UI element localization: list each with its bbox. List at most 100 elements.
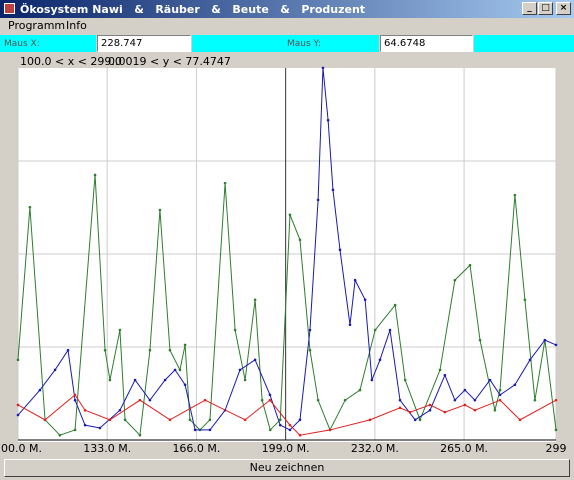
data-point — [498, 398, 502, 402]
data-point — [83, 423, 87, 427]
redraw-button[interactable]: Neu zeichnen — [4, 459, 570, 477]
data-point — [253, 298, 257, 302]
data-point — [83, 408, 87, 412]
data-point — [268, 393, 272, 397]
data-point — [233, 328, 237, 332]
data-point — [73, 393, 77, 397]
data-point — [260, 398, 264, 402]
data-point — [363, 298, 367, 302]
data-point — [353, 278, 357, 282]
data-point — [523, 298, 527, 302]
data-point — [398, 398, 402, 402]
data-point — [268, 428, 272, 432]
data-point — [188, 418, 192, 422]
plot-area — [18, 68, 556, 442]
data-point — [388, 328, 392, 332]
data-point — [168, 418, 172, 422]
maximize-button[interactable]: □ — [538, 2, 553, 15]
data-point — [398, 406, 402, 410]
data-point — [298, 433, 302, 437]
x-tick-label: 232.0 M. — [351, 442, 399, 455]
data-point — [418, 418, 422, 422]
data-point — [238, 368, 242, 372]
x-tick-label: 100.0 M. — [0, 442, 42, 455]
minimize-button[interactable]: _ — [522, 2, 537, 15]
app-icon — [4, 3, 15, 14]
data-point — [554, 398, 558, 402]
data-point — [208, 428, 212, 432]
data-point — [321, 66, 325, 70]
data-point — [316, 398, 320, 402]
data-point — [528, 358, 532, 362]
data-point — [453, 278, 457, 282]
data-point — [478, 338, 482, 342]
data-point — [16, 358, 20, 362]
data-point — [43, 418, 47, 422]
mouse-y-field[interactable]: 64.6748 — [380, 35, 473, 52]
series-line — [17, 174, 557, 437]
data-point — [118, 408, 122, 412]
mouse-x-field[interactable]: 228.747 — [97, 35, 191, 52]
data-point — [278, 423, 282, 427]
data-point — [288, 213, 292, 217]
menu-item[interactable]: Info — [66, 19, 87, 32]
data-point — [108, 378, 112, 382]
label-cell — [192, 35, 379, 52]
data-point — [123, 418, 127, 422]
x-tick-label: 133.0 M. — [83, 442, 131, 455]
data-point — [298, 238, 302, 242]
data-point — [543, 338, 547, 342]
data-point — [173, 368, 177, 372]
data-point — [463, 403, 467, 407]
data-point — [513, 383, 517, 387]
data-point — [378, 358, 382, 362]
data-point — [368, 418, 372, 422]
data-point — [38, 388, 42, 392]
data-point — [518, 418, 522, 422]
menu-bar: Programm Info — [0, 18, 574, 33]
close-button[interactable]: × — [556, 2, 571, 15]
data-point — [268, 398, 272, 402]
data-point — [373, 328, 377, 332]
title-bar: Ökosystem Nawi & Räuber & Beute & Produz… — [0, 0, 574, 18]
menu-item[interactable]: Programm — [8, 19, 66, 32]
data-point — [58, 433, 62, 437]
data-point — [438, 368, 442, 372]
data-point — [118, 328, 122, 332]
x-tick-label: 299 — [546, 442, 567, 455]
data-point — [308, 348, 312, 352]
data-point — [243, 418, 247, 422]
data-point — [98, 426, 102, 430]
data-point — [370, 378, 374, 382]
data-point — [348, 323, 352, 327]
data-point — [326, 118, 330, 122]
data-point — [158, 208, 162, 212]
data-point — [138, 398, 142, 402]
data-point — [148, 398, 152, 402]
data-point — [66, 348, 70, 352]
data-point — [473, 408, 477, 412]
data-point — [148, 348, 152, 352]
data-point — [498, 388, 502, 392]
label-cell — [474, 35, 574, 52]
data-point — [554, 343, 558, 347]
data-point — [513, 193, 517, 197]
data-point — [223, 181, 227, 185]
data-point — [428, 403, 432, 407]
data-point — [298, 418, 302, 422]
data-point — [498, 393, 502, 397]
data-point — [488, 378, 492, 382]
x-tick-label: 166.0 M. — [172, 442, 220, 455]
data-point — [403, 378, 407, 382]
data-point — [428, 408, 432, 412]
data-point — [358, 388, 362, 392]
data-point — [468, 263, 472, 267]
data-point — [253, 358, 257, 362]
data-point — [338, 248, 342, 252]
data-point — [443, 373, 447, 377]
x-tick-label: 199.0 M. — [262, 442, 310, 455]
window-title: Ökosystem Nawi & Räuber & Beute & Produz… — [20, 3, 366, 16]
data-point — [316, 198, 320, 202]
data-point — [73, 428, 77, 432]
